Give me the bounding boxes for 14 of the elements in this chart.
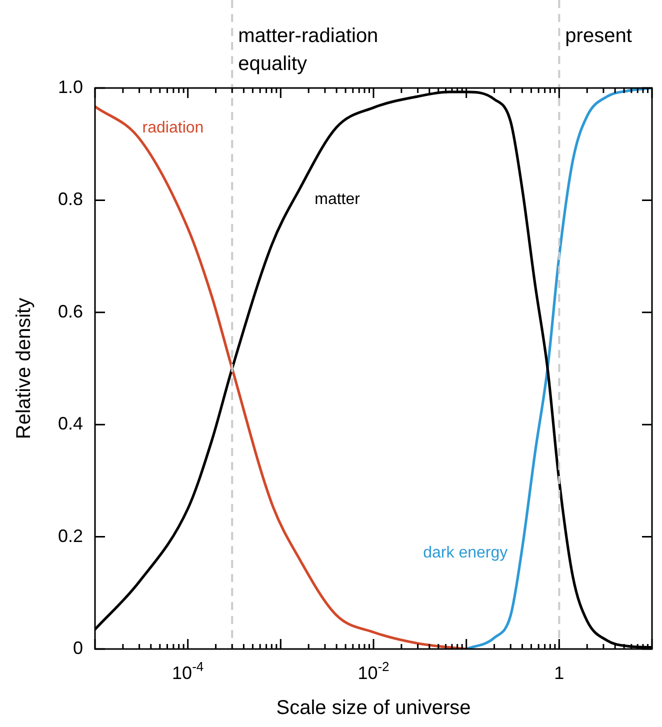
x-axis-title: Scale size of universe [276,697,471,719]
series-label: matter [314,190,361,208]
ref-line-label: matter-radiation equality [238,25,378,75]
x-tick-label: 1 [554,663,564,683]
y-tick-label: 0 [72,638,83,658]
y-tick-label: 0.6 [58,301,83,322]
ref-line-label: present [565,25,632,47]
y-tick-label: 0.8 [58,189,83,210]
y-tick-label: 1.0 [58,76,83,97]
y-tick-label: 0.2 [58,526,83,546]
y-tick-label: 0.4 [58,414,83,434]
y-axis-title: Relative density [13,298,35,440]
series-label: radiation [142,119,204,136]
series-label: dark energy [423,544,508,562]
